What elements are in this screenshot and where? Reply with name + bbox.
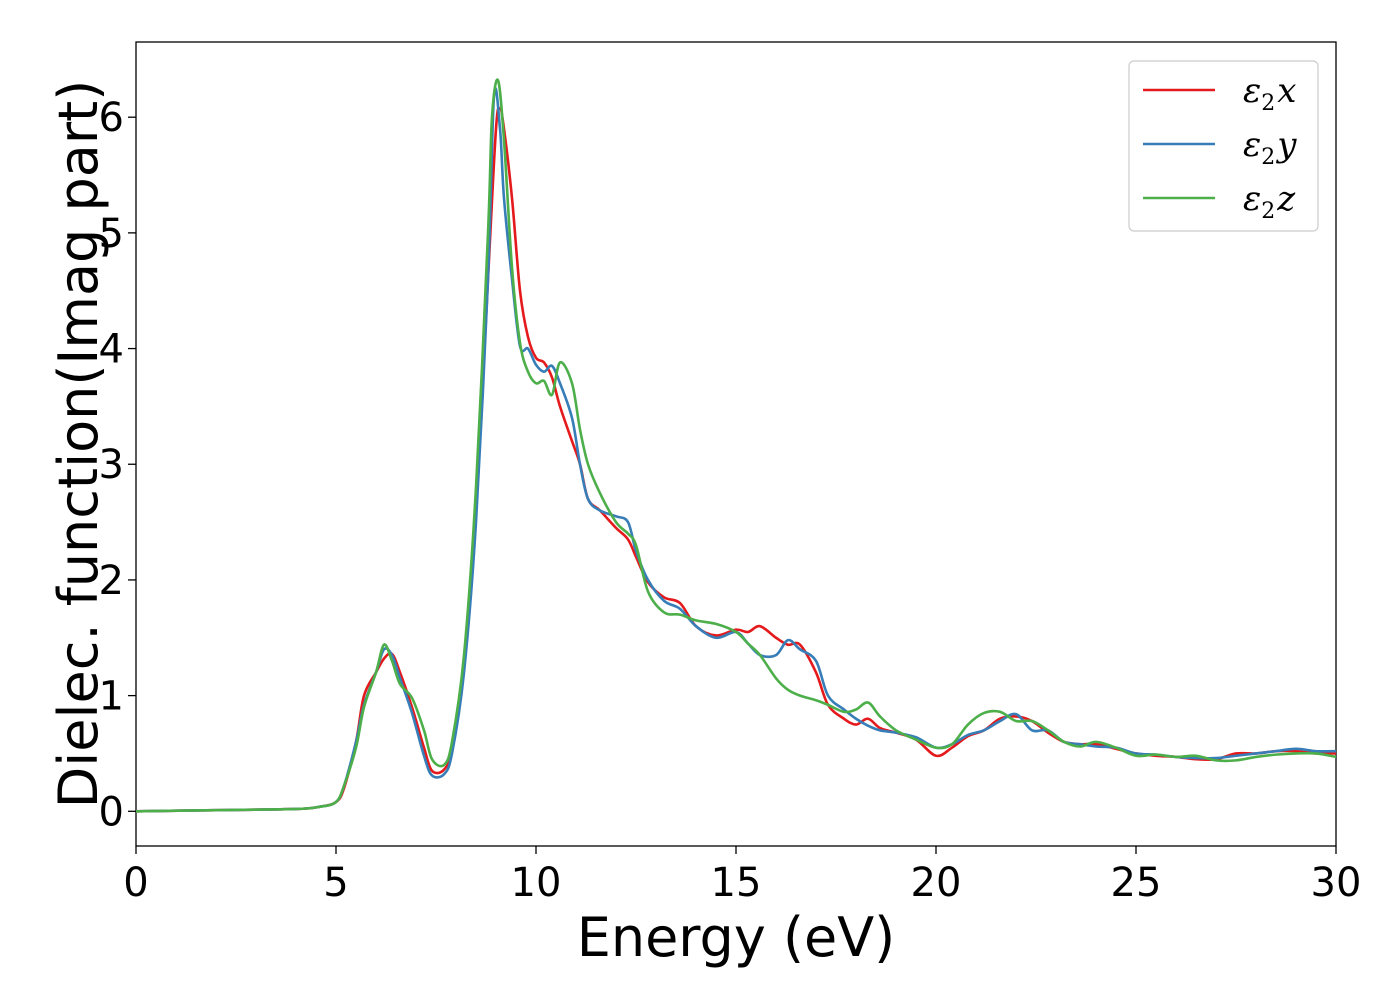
y-tick-label: 0 [99, 789, 124, 835]
x-tick-label: 25 [1111, 860, 1162, 906]
legend-label-sub: 2 [1261, 199, 1275, 224]
legend-label-base: ε [1243, 71, 1261, 111]
series-layer [136, 78, 1336, 813]
legend-label-sub: 2 [1261, 145, 1275, 170]
y-tick-label: 1 [99, 674, 124, 720]
y-tick-label: 5 [99, 211, 124, 257]
x-axis-title: Energy (eV) [577, 906, 896, 969]
x-tick-label: 10 [511, 860, 562, 906]
series-line-y [136, 87, 1336, 813]
x-axis: 0 5 10 15 20 25 30 [123, 846, 1361, 906]
legend-box [1128, 60, 1319, 232]
legend-label-base: ε [1243, 125, 1261, 165]
y-tick-label: 2 [99, 558, 124, 604]
legend-label-var: z [1276, 179, 1296, 219]
legend-label-y: ε2y [1243, 125, 1297, 170]
y-tick-label: 6 [99, 95, 124, 141]
legend-label-base: ε [1243, 179, 1261, 219]
x-tick-label: 15 [711, 860, 762, 906]
y-tick-label: 3 [99, 442, 124, 488]
y-tick-label: 4 [99, 327, 124, 373]
x-tick-label: 0 [123, 860, 148, 906]
x-tick-label: 5 [323, 860, 348, 906]
legend-label-sub: 2 [1261, 91, 1275, 116]
legend-label-z: ε2z [1243, 179, 1296, 224]
legend-label-var: x [1277, 71, 1296, 111]
y-axis-title: Dielec. function(Imag part) [47, 80, 110, 809]
x-tick-label: 30 [1311, 860, 1362, 906]
x-tick-label: 20 [911, 860, 962, 906]
y-axis: 0 1 2 3 4 5 6 [99, 95, 136, 835]
legend-label-var: y [1275, 125, 1297, 165]
series-line-z [136, 78, 1336, 813]
legend-label-x: ε2x [1243, 71, 1296, 116]
